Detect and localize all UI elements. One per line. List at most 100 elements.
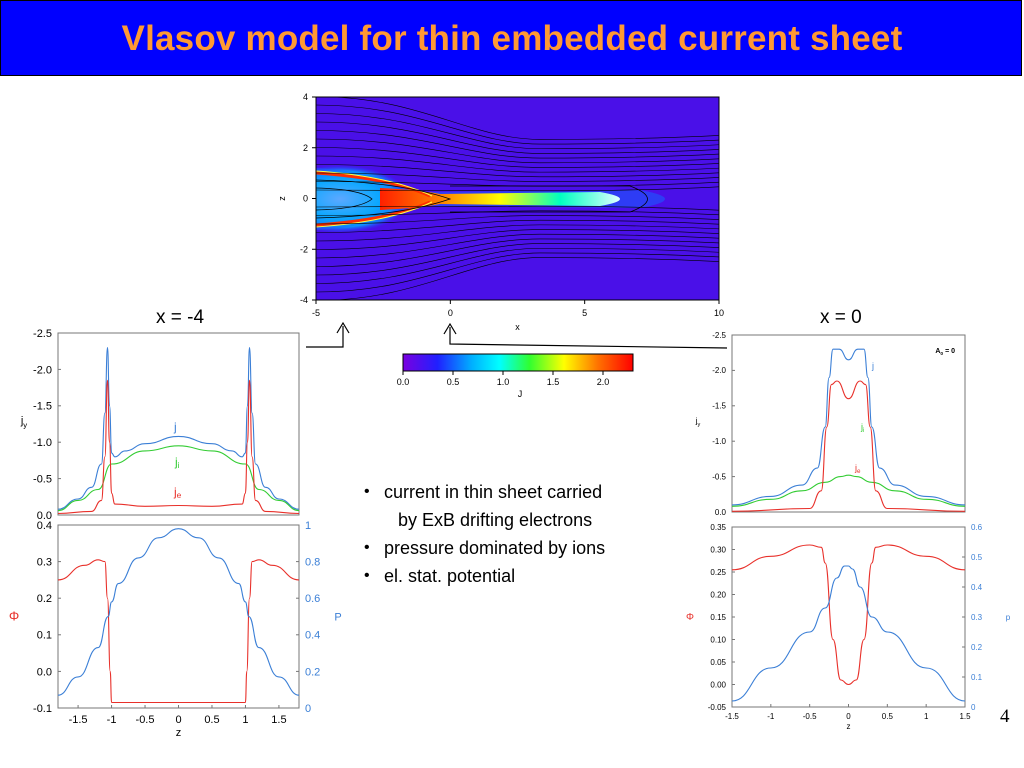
field-line bbox=[316, 224, 719, 242]
field-line bbox=[316, 155, 719, 173]
bullet-item: • el. stat. potential bbox=[360, 562, 680, 590]
colorbar-gradient bbox=[402, 353, 634, 372]
arrow-right-connector bbox=[449, 327, 728, 349]
ytick-label: 0.3 bbox=[37, 556, 52, 568]
connector-arrows bbox=[306, 321, 728, 349]
colorbar: 0.0 0.5 1.0 1.5 2.0 J bbox=[397, 353, 634, 399]
ytick-label: -2.5 bbox=[712, 331, 726, 340]
ytick-label: -2.0 bbox=[712, 366, 726, 375]
heatmap-xtick-label: -5 bbox=[312, 308, 320, 318]
bullet-continuation: by ExB drifting electrons bbox=[360, 506, 680, 534]
heatmap-edge-yellow bbox=[316, 170, 433, 228]
right-axis-label: P bbox=[334, 611, 341, 623]
plot-right-current: -2.5 -2.0 -1.5 -1.0 -0.5 0.0 jy A0 = 0 j ji je bbox=[695, 331, 966, 517]
ytick-label: 0.0 bbox=[715, 508, 727, 517]
ylabel: jy bbox=[695, 417, 701, 428]
series-label: j bbox=[173, 420, 177, 434]
bullet-item: • pressure dominated by ions bbox=[360, 534, 680, 562]
field-line bbox=[316, 172, 719, 182]
ytick-right-label: 0 bbox=[305, 703, 311, 715]
xtick-label: 1.5 bbox=[959, 712, 971, 721]
xtick-label: -1.5 bbox=[69, 714, 88, 726]
field-line bbox=[316, 138, 719, 164]
field-line bbox=[316, 252, 719, 293]
series-line-3 bbox=[731, 380, 966, 512]
field-lines bbox=[316, 97, 719, 300]
xtick-label: -0.5 bbox=[803, 712, 817, 721]
field-line bbox=[324, 97, 719, 140]
ytick-right-label: 0.6 bbox=[971, 523, 983, 532]
field-line bbox=[316, 243, 719, 276]
series-label: ji bbox=[860, 422, 864, 434]
xlabel: z bbox=[847, 722, 851, 731]
ytick-label: -2.5 bbox=[33, 328, 52, 340]
ytick-right-label: 0.8 bbox=[305, 556, 320, 568]
field-line bbox=[450, 185, 648, 213]
ytick-label: -1.0 bbox=[33, 437, 52, 449]
xtick-label: 0.5 bbox=[204, 714, 219, 726]
colorbar-tick-label: 1.5 bbox=[547, 377, 560, 387]
ytick-label: 0.30 bbox=[710, 545, 726, 554]
field-line bbox=[316, 219, 719, 233]
heatmap-ytick-label: 0 bbox=[303, 194, 308, 204]
colorbar-axis: 0.0 0.5 1.0 1.5 2.0 J bbox=[397, 371, 610, 399]
heatmap-field bbox=[316, 97, 719, 300]
series-line-2 bbox=[731, 474, 966, 507]
heatmap-ytick-label: -2 bbox=[300, 244, 308, 254]
bullet-dot: • bbox=[364, 483, 370, 500]
heatmap-ylabel: z bbox=[277, 196, 287, 201]
heatmap-ytick-label: 2 bbox=[303, 143, 308, 153]
left-axis-label: Φ bbox=[9, 608, 19, 623]
heatmap-xtick-label: 0 bbox=[448, 308, 453, 318]
bullet-dot: • bbox=[364, 567, 370, 584]
colorbar-tick-label: 0.0 bbox=[397, 377, 410, 387]
left-axis-label: Φ bbox=[686, 612, 694, 623]
ytick-label: 0.20 bbox=[710, 590, 726, 599]
xtick-label: 0 bbox=[175, 714, 181, 726]
xtick-label: 1 bbox=[924, 712, 929, 721]
bullet-text: el. stat. potential bbox=[384, 566, 516, 586]
colorbar-tick-label: 2.0 bbox=[597, 377, 610, 387]
heatmap-xtick-label: 5 bbox=[582, 308, 587, 318]
right-panel-label: x = 0 bbox=[820, 307, 862, 328]
plot-left-potential: 0.4 0.3 0.2 0.1 0.0 -0.1 1 0.8 0.6 0.4 0.2 0 -1.5 -1 -… bbox=[9, 520, 342, 739]
series-line-1 bbox=[731, 348, 966, 506]
heatmap-xlabel: x bbox=[515, 322, 520, 332]
ytick-label: -1.0 bbox=[712, 437, 726, 446]
xtick-label: -1 bbox=[107, 714, 117, 726]
right-axis-label: p bbox=[1006, 613, 1011, 622]
title-bar bbox=[0, 0, 1022, 76]
ytick-right-label: 0 bbox=[971, 703, 976, 712]
ytick-label: -2.0 bbox=[33, 364, 52, 376]
series-line-2 bbox=[57, 445, 300, 512]
plot-frame bbox=[57, 524, 300, 709]
ytick-label: -1.5 bbox=[33, 401, 52, 413]
xtick-label: 1 bbox=[242, 714, 248, 726]
ytick-label: 0.4 bbox=[37, 520, 52, 532]
plot-left-current: -2.5 -2.0 -1.5 -1.0 -0.5 0.0 jy j ji je bbox=[20, 328, 300, 522]
ytick-right-label: 0.4 bbox=[305, 630, 320, 642]
xlabel: z bbox=[176, 727, 182, 739]
arrow-left-connector bbox=[306, 326, 344, 348]
ytick-label: 0.0 bbox=[37, 510, 52, 522]
ytick-label: 0.2 bbox=[37, 593, 52, 605]
field-line bbox=[316, 233, 719, 259]
ytick-right-label: 0.5 bbox=[971, 553, 983, 562]
field-line bbox=[316, 205, 719, 211]
ytick-right-label: 0.3 bbox=[971, 613, 983, 622]
bullet-text: current in thin sheet carried bbox=[384, 482, 603, 502]
heatmap-axes: -5 0 5 10 4 2 0 -2 -4 x z bbox=[277, 92, 724, 332]
xtick-label: -0.5 bbox=[136, 714, 155, 726]
colorbar-tick-label: 0.5 bbox=[447, 377, 460, 387]
ytick-label: -0.5 bbox=[712, 472, 726, 481]
ytick-right-label: 1 bbox=[305, 520, 311, 532]
series-label: je bbox=[854, 463, 861, 475]
left-panel-label: x = -4 bbox=[156, 307, 205, 328]
series-line-2 bbox=[57, 528, 300, 696]
field-line bbox=[316, 147, 719, 168]
ytick-label: -0.5 bbox=[33, 473, 52, 485]
colorbar-tick-label: 1.0 bbox=[497, 377, 510, 387]
bullet-list: • current in thin sheet carried by ExB d… bbox=[360, 478, 680, 590]
series-line-1 bbox=[57, 347, 300, 510]
